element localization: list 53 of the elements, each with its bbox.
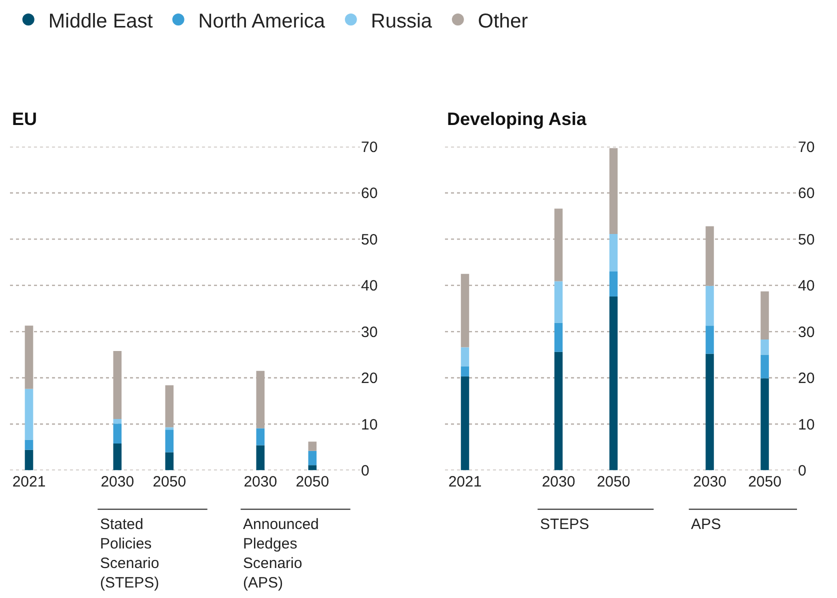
x-tick-label: 2021: [448, 473, 482, 490]
y-tick-label: 70: [361, 138, 378, 156]
bar: [609, 272, 618, 296]
bar: [308, 442, 317, 451]
y-tick-label: 30: [798, 324, 815, 341]
bar: [760, 354, 769, 378]
bar: [165, 430, 174, 452]
legend-label: Middle East: [48, 10, 154, 32]
chart-title: Developing Asia: [447, 109, 588, 129]
y-tick-label: 50: [798, 231, 815, 248]
y-tick-label: 60: [798, 185, 815, 202]
legend-label: Other: [478, 10, 528, 32]
y-tick-label: 0: [798, 462, 806, 480]
x-tick-label: 2050: [748, 473, 782, 490]
text: APS: [691, 516, 722, 533]
x-tick-label: 2050: [596, 473, 630, 490]
y-tick-label: 60: [361, 185, 378, 202]
bar: [609, 296, 618, 470]
bar: [609, 234, 618, 272]
y-tick-label: 10: [798, 416, 815, 434]
x-tick-label: 2030: [693, 473, 726, 490]
y-tick-label: 20: [361, 370, 378, 388]
x-tick-label: 2030: [542, 473, 576, 490]
bar: [460, 376, 470, 470]
y-tick-label: 0: [361, 462, 370, 480]
text: Announced Pledges Scenario (APS): [243, 516, 319, 592]
bar: [760, 378, 769, 470]
y-tick-label: 30: [361, 324, 378, 341]
x-tick-label: 2050: [296, 473, 330, 490]
bar: [308, 450, 317, 466]
bar: [760, 339, 769, 355]
y-tick-label: 20: [798, 370, 815, 388]
x-tick-label: 2030: [244, 473, 278, 490]
legend-label: Russia: [370, 10, 433, 32]
bar: [24, 388, 34, 440]
y-tick-label: 70: [798, 138, 815, 156]
bar: [308, 465, 317, 470]
bar: [24, 450, 34, 470]
y-tick-label: 40: [361, 278, 378, 295]
bar: [460, 347, 470, 366]
text: STEPS: [540, 516, 590, 533]
y-tick-label: 10: [361, 416, 378, 434]
bar: [24, 440, 34, 450]
x-tick-label: 2021: [12, 473, 46, 490]
y-tick-label: 40: [798, 278, 815, 295]
bar: [165, 452, 174, 470]
x-tick-label: 2050: [152, 473, 186, 490]
legend-label: North America: [198, 10, 326, 32]
y-tick-label: 50: [361, 231, 378, 248]
bar: [460, 366, 470, 376]
x-tick-label: 2030: [100, 473, 134, 490]
text: Stated Policies Scenario (STEPS): [100, 516, 160, 592]
chart-title: EU: [12, 109, 38, 129]
